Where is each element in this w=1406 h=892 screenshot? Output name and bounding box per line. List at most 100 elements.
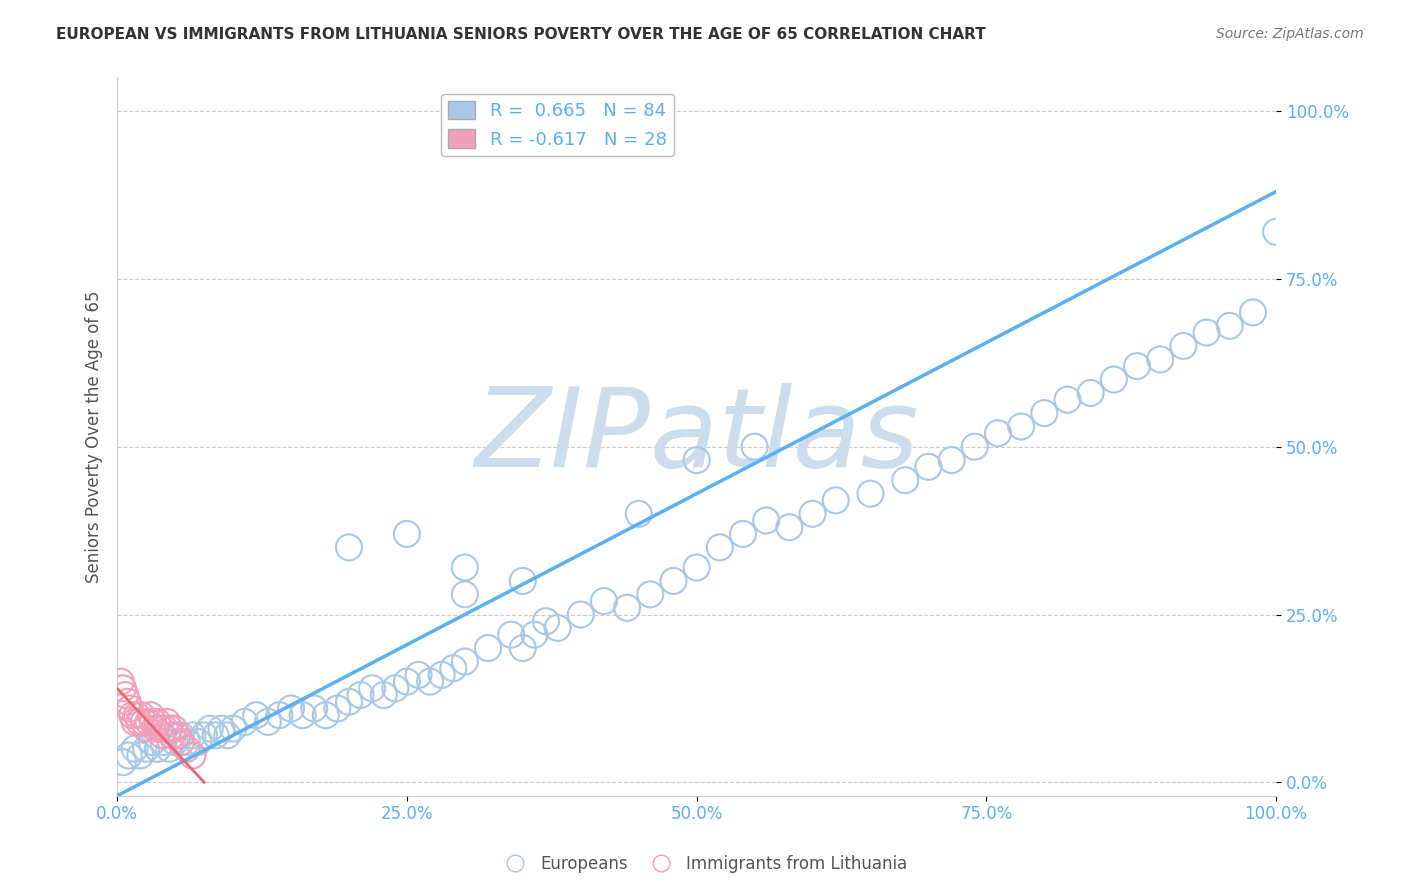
Legend: R =  0.665   N = 84, R = -0.617   N = 28: R = 0.665 N = 84, R = -0.617 N = 28 (441, 94, 673, 156)
Point (1195, 326, 1218, 340)
Point (146, 741, 169, 756)
Point (170, 735, 193, 749)
Point (337, 695, 360, 709)
Point (778, 520, 800, 534)
Point (152, 735, 174, 749)
Point (150, 728, 173, 742)
Point (501, 627, 523, 641)
Point (193, 728, 215, 742)
Point (142, 714, 165, 729)
Point (744, 440, 766, 454)
Point (662, 574, 685, 588)
Point (217, 728, 239, 742)
Point (132, 714, 155, 729)
Point (1219, 318, 1241, 333)
Point (128, 714, 150, 729)
Point (257, 714, 280, 729)
Point (302, 701, 325, 715)
Point (145, 722, 167, 736)
Point (616, 600, 638, 615)
Point (1010, 419, 1032, 434)
Point (181, 728, 204, 742)
Point (222, 722, 245, 736)
Point (640, 587, 662, 601)
Point (534, 614, 557, 628)
Point (941, 453, 963, 467)
Point (1102, 372, 1125, 386)
Point (801, 507, 824, 521)
Point (114, 688, 136, 702)
Point (139, 708, 162, 723)
Point (204, 728, 226, 742)
Point (523, 627, 546, 641)
Text: EUROPEAN VS IMMIGRANTS FROM LITHUANIA SENIORS POVERTY OVER THE AGE OF 65 CORRELA: EUROPEAN VS IMMIGRANTS FROM LITHUANIA SE… (56, 27, 986, 42)
Point (454, 655, 477, 669)
Point (170, 728, 193, 742)
Point (373, 688, 395, 702)
Point (441, 661, 464, 675)
Point (1149, 352, 1171, 367)
Point (153, 722, 176, 736)
Point (110, 674, 132, 689)
Point (181, 748, 204, 763)
Point (454, 560, 477, 574)
Point (454, 587, 477, 601)
Point (337, 541, 360, 555)
Point (138, 714, 160, 729)
Point (987, 426, 1010, 441)
Point (198, 722, 221, 736)
Point (157, 741, 180, 756)
Point (627, 507, 650, 521)
Point (280, 701, 302, 715)
Point (111, 681, 134, 696)
Point (315, 708, 337, 723)
Point (326, 701, 349, 715)
Point (146, 714, 169, 729)
Y-axis label: Seniors Poverty Over the Age of 65: Seniors Poverty Over the Age of 65 (86, 291, 103, 582)
Point (131, 708, 153, 723)
Point (593, 594, 616, 608)
Point (395, 527, 418, 541)
Point (135, 722, 157, 736)
Point (1056, 392, 1078, 407)
Point (111, 755, 134, 769)
Point (685, 453, 707, 467)
Point (709, 541, 731, 555)
Point (894, 473, 917, 487)
Point (176, 741, 198, 756)
Point (135, 741, 157, 756)
Point (176, 735, 198, 749)
Point (245, 708, 267, 723)
Point (187, 735, 209, 749)
Point (129, 748, 152, 763)
Point (361, 681, 384, 696)
Point (1265, 225, 1288, 239)
Point (124, 741, 146, 756)
Point (163, 722, 186, 736)
Point (121, 708, 143, 723)
Point (395, 674, 418, 689)
Point (118, 701, 141, 715)
Point (963, 440, 986, 454)
Point (125, 708, 148, 723)
Point (685, 560, 707, 574)
Point (165, 735, 187, 749)
Point (157, 722, 180, 736)
Point (166, 728, 188, 742)
Point (269, 708, 291, 723)
Point (149, 722, 172, 736)
Point (117, 695, 139, 709)
Point (859, 486, 882, 500)
Point (419, 674, 441, 689)
Point (755, 514, 778, 528)
Text: ZIPatlas: ZIPatlas (474, 383, 920, 490)
Point (512, 574, 534, 588)
Point (211, 722, 233, 736)
Point (477, 641, 499, 656)
Point (1241, 305, 1264, 319)
Point (1033, 406, 1056, 420)
Point (1126, 359, 1149, 373)
Point (512, 641, 534, 656)
Point (118, 748, 141, 763)
Point (917, 459, 939, 474)
